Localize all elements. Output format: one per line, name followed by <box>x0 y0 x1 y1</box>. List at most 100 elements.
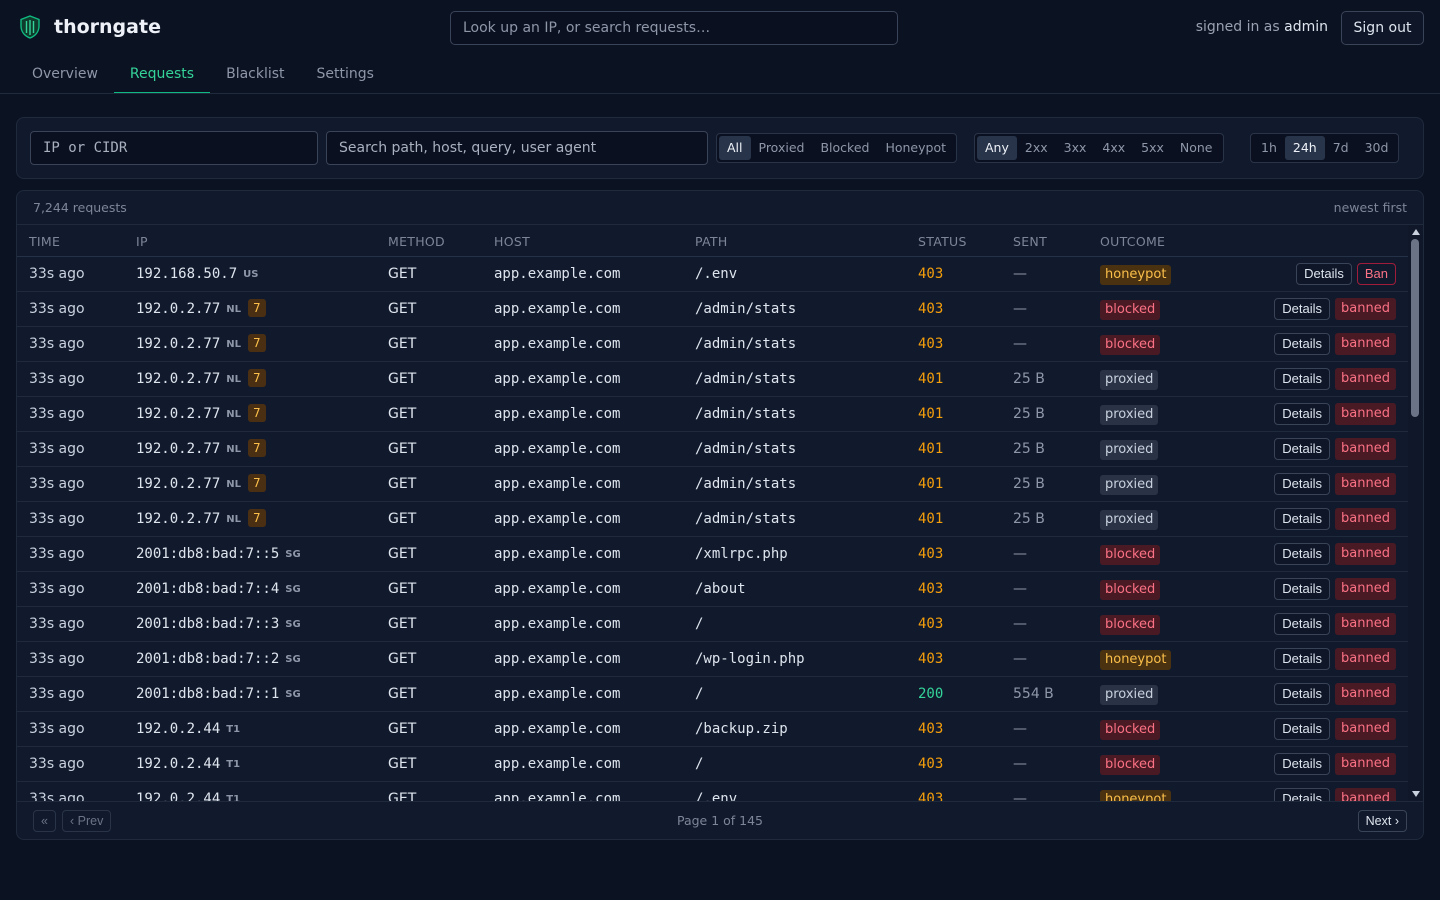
ip-address[interactable]: 2001:db8:bad:7::5 <box>136 546 280 562</box>
table-row: 33s ago 2001:db8:bad:7::2 SG GET app.example… <box>17 642 1408 677</box>
details-button[interactable]: Details <box>1274 403 1331 425</box>
next-page-button[interactable]: Next › <box>1357 810 1407 832</box>
details-button[interactable]: Details <box>1274 333 1331 355</box>
outcome-blocked[interactable]: Blocked <box>820 140 870 155</box>
details-button[interactable]: Details <box>1274 718 1331 740</box>
row-ip[interactable]: 192.0.2.77 NL 7 <box>136 502 266 536</box>
sign-out-button[interactable]: Sign out <box>1341 11 1424 45</box>
row-outcome: proxied <box>1100 677 1159 711</box>
row-ip[interactable]: 2001:db8:bad:7::3 SG <box>136 607 301 641</box>
ip-address[interactable]: 192.0.2.77 <box>136 336 221 352</box>
details-button[interactable]: Details <box>1274 613 1331 635</box>
table-scrollbar[interactable] <box>1408 225 1423 801</box>
details-button[interactable]: Details <box>1274 438 1331 460</box>
range-24h[interactable]: 24h <box>1284 136 1325 160</box>
ip-address[interactable]: 2001:db8:bad:7::2 <box>136 651 280 667</box>
global-search-input[interactable] <box>450 11 898 45</box>
row-host: app.example.com <box>494 756 621 772</box>
ip-address[interactable]: 192.0.2.77 <box>136 476 221 492</box>
ip-address[interactable]: 192.0.2.77 <box>136 371 221 387</box>
row-outcome: proxied <box>1100 432 1159 466</box>
row-sent: 25 B <box>1013 511 1045 527</box>
details-button[interactable]: Details <box>1274 543 1331 565</box>
row-ip[interactable]: 2001:db8:bad:7::2 SG <box>136 642 301 676</box>
row-ip[interactable]: 2001:db8:bad:7::5 SG <box>136 537 301 571</box>
ip-address[interactable]: 2001:db8:bad:7::1 <box>136 686 280 702</box>
row-ip[interactable]: 2001:db8:bad:7::1 SG <box>136 677 301 711</box>
prev-page-button[interactable]: ‹ Prev <box>62 810 112 832</box>
details-button[interactable]: Details <box>1274 578 1331 600</box>
details-button[interactable]: Details <box>1274 298 1331 320</box>
row-outcome: blocked <box>1100 292 1161 326</box>
outcome-badge: blocked <box>1100 580 1161 600</box>
status-2xx[interactable]: 2xx <box>1024 140 1048 155</box>
row-ip[interactable]: 192.168.50.7 US <box>136 257 258 291</box>
banned-tag: banned <box>1335 543 1396 565</box>
details-button[interactable]: Details <box>1274 753 1331 775</box>
row-time: 33s ago <box>29 301 85 317</box>
scroll-up-icon[interactable] <box>1412 229 1420 235</box>
status-none[interactable]: None <box>1179 140 1213 155</box>
row-time: 33s ago <box>29 336 85 352</box>
ip-address[interactable]: 2001:db8:bad:7::3 <box>136 616 280 632</box>
ip-address[interactable]: 192.0.2.77 <box>136 441 221 457</box>
outcome-all[interactable]: All <box>719 136 751 160</box>
details-button[interactable]: Details <box>1274 648 1331 670</box>
details-button[interactable]: Details <box>1296 263 1352 285</box>
row-ip[interactable]: 192.0.2.77 NL 7 <box>136 362 266 396</box>
ip-address[interactable]: 192.0.2.77 <box>136 406 221 422</box>
details-button[interactable]: Details <box>1274 683 1331 705</box>
row-ip[interactable]: 192.0.2.77 NL 7 <box>136 397 266 431</box>
row-ip[interactable]: 192.0.2.77 NL 7 <box>136 432 266 466</box>
tab-overview[interactable]: Overview <box>32 66 98 82</box>
tab-settings[interactable]: Settings <box>316 66 374 82</box>
details-button[interactable]: Details <box>1274 788 1331 801</box>
ip-address[interactable]: 192.0.2.77 <box>136 301 221 317</box>
row-ip[interactable]: 192.0.2.77 NL 7 <box>136 327 266 361</box>
status-3xx[interactable]: 3xx <box>1063 140 1087 155</box>
ban-button[interactable]: Ban <box>1356 263 1396 285</box>
outcome-badge: blocked <box>1100 755 1161 775</box>
row-path: /admin/stats <box>695 406 797 422</box>
status-4xx[interactable]: 4xx <box>1102 140 1126 155</box>
row-ip[interactable]: 2001:db8:bad:7::4 SG <box>136 572 301 606</box>
details-button[interactable]: Details <box>1274 508 1331 530</box>
ip-address[interactable]: 192.0.2.44 <box>136 756 221 772</box>
scroll-thumb[interactable] <box>1411 239 1419 417</box>
row-ip[interactable]: 192.0.2.44 T1 <box>136 782 240 801</box>
tab-blacklist[interactable]: Blacklist <box>226 66 285 82</box>
range-30d[interactable]: 30d <box>1364 140 1389 155</box>
row-time: 33s ago <box>29 406 85 422</box>
outcome-badge: blocked <box>1100 545 1161 565</box>
row-path: /admin/stats <box>695 371 797 387</box>
details-button[interactable]: Details <box>1274 368 1331 390</box>
details-button[interactable]: Details <box>1274 473 1331 495</box>
row-path: /admin/stats <box>695 336 797 352</box>
request-search-input[interactable] <box>326 131 708 165</box>
tab-requests[interactable]: Requests <box>113 56 211 94</box>
row-ip[interactable]: 192.0.2.44 T1 <box>136 747 240 781</box>
country-code: T1 <box>226 759 241 770</box>
row-ip[interactable]: 192.0.2.77 NL 7 <box>136 292 266 326</box>
ip-address[interactable]: 192.0.2.77 <box>136 511 221 527</box>
outcome-proxied[interactable]: Proxied <box>758 140 805 155</box>
scroll-down-icon[interactable] <box>1412 791 1420 797</box>
row-outcome: proxied <box>1100 362 1159 396</box>
range-7d[interactable]: 7d <box>1332 140 1349 155</box>
row-ip[interactable]: 192.0.2.44 T1 <box>136 712 240 746</box>
first-page-button[interactable]: « <box>33 810 56 832</box>
outcome-honeypot[interactable]: Honeypot <box>885 140 946 155</box>
signed-in-prefix: signed in as <box>1195 19 1280 35</box>
row-ip[interactable]: 192.0.2.77 NL 7 <box>136 467 266 501</box>
status-5xx[interactable]: 5xx <box>1141 140 1164 155</box>
country-code: NL <box>226 374 242 385</box>
ip-address[interactable]: 2001:db8:bad:7::4 <box>136 581 280 597</box>
row-method: GET <box>388 721 417 737</box>
country-code: NL <box>226 304 242 315</box>
ip-address[interactable]: 192.168.50.7 <box>136 266 238 282</box>
status-any[interactable]: Any <box>977 136 1017 160</box>
range-1h[interactable]: 1h <box>1261 140 1277 155</box>
ip-address[interactable]: 192.0.2.44 <box>136 721 221 737</box>
ip-address[interactable]: 192.0.2.44 <box>136 791 221 801</box>
ip-filter-input[interactable] <box>30 131 318 165</box>
